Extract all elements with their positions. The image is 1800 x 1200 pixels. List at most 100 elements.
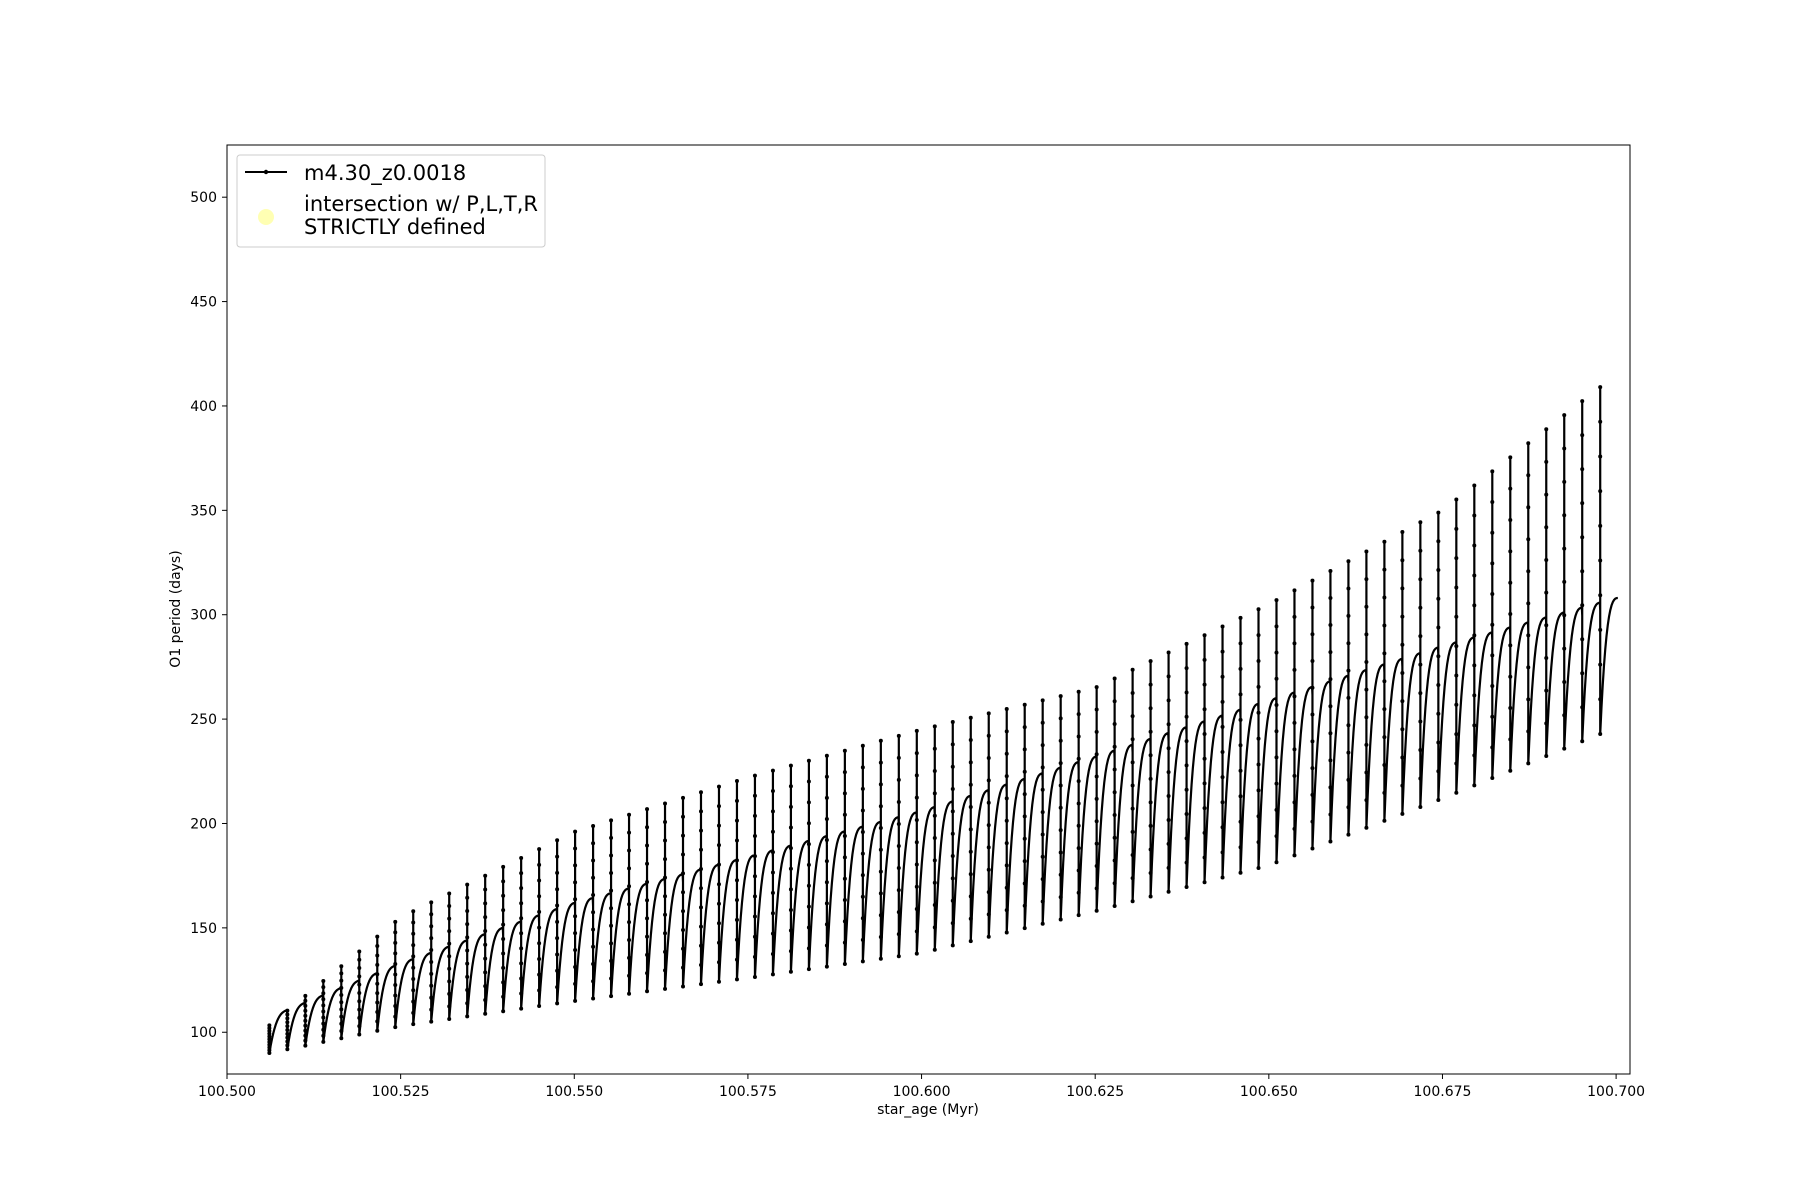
y-tick-label: 250 — [190, 712, 217, 728]
data-point — [447, 979, 452, 984]
data-point — [393, 940, 398, 945]
data-point — [1274, 676, 1279, 681]
data-point — [573, 897, 578, 902]
data-point — [1400, 783, 1405, 788]
data-point — [1472, 753, 1477, 758]
data-point — [734, 917, 739, 922]
data-point — [914, 884, 919, 889]
data-point — [303, 1023, 308, 1028]
data-point — [824, 774, 829, 779]
data-point — [1490, 714, 1495, 719]
data-point — [1310, 712, 1315, 717]
data-point — [663, 912, 668, 917]
data-point — [770, 789, 775, 794]
data-point — [1238, 615, 1243, 620]
data-point — [788, 804, 793, 809]
data-point — [663, 894, 668, 899]
data-point — [1256, 710, 1261, 715]
data-point — [1400, 811, 1405, 816]
data-point — [1220, 825, 1225, 830]
data-point — [1418, 719, 1423, 724]
data-point — [1598, 627, 1603, 632]
data-point — [1400, 699, 1405, 704]
data-point — [1328, 758, 1333, 763]
data-point — [1112, 699, 1117, 704]
data-point — [1526, 569, 1531, 574]
data-point — [1292, 694, 1297, 699]
data-point — [1004, 796, 1009, 801]
data-point — [483, 928, 488, 933]
data-point — [824, 880, 829, 885]
data-point — [860, 765, 865, 770]
data-point — [1004, 885, 1009, 890]
data-point — [734, 878, 739, 883]
data-point — [734, 898, 739, 903]
data-point — [1472, 513, 1477, 518]
data-point — [609, 835, 614, 840]
data-point — [627, 955, 632, 960]
data-point — [411, 909, 416, 914]
data-point — [285, 1039, 290, 1044]
data-point — [1364, 604, 1369, 609]
x-tick-label: 100.500 — [198, 1084, 256, 1100]
data-point — [1094, 908, 1099, 913]
data-point — [555, 919, 560, 924]
data-point — [986, 845, 991, 850]
data-point — [357, 957, 362, 962]
data-point — [932, 880, 937, 885]
data-point — [734, 798, 739, 803]
data-point — [1436, 769, 1441, 774]
data-point — [1544, 427, 1549, 432]
data-point — [1058, 694, 1063, 699]
data-point — [1256, 788, 1261, 793]
data-point — [321, 1033, 326, 1038]
data-point — [1202, 756, 1207, 761]
data-point — [1040, 832, 1045, 837]
data-point — [1580, 705, 1585, 710]
data-point — [429, 936, 434, 941]
data-point — [555, 985, 560, 990]
data-point — [375, 972, 380, 977]
data-point — [1508, 518, 1513, 523]
data-point — [555, 936, 560, 941]
data-point — [878, 847, 883, 852]
data-point — [1382, 818, 1387, 823]
data-point — [663, 986, 668, 991]
data-point — [896, 866, 901, 871]
data-point — [1238, 692, 1243, 697]
data-point — [1166, 770, 1171, 775]
data-point — [447, 1016, 452, 1021]
data-point — [770, 768, 775, 773]
data-point — [555, 1001, 560, 1006]
data-point — [1292, 614, 1297, 619]
data-point — [1238, 768, 1243, 773]
data-point — [1562, 646, 1567, 651]
data-point — [1274, 703, 1279, 707]
data-point — [303, 993, 308, 998]
data-point — [698, 962, 703, 967]
data-point — [914, 840, 919, 845]
data-point — [932, 769, 937, 774]
data-point — [537, 909, 542, 914]
data-point — [1454, 790, 1459, 795]
data-point — [1166, 817, 1171, 822]
data-point — [609, 888, 614, 893]
data-point — [1400, 614, 1405, 619]
data-point — [681, 909, 686, 914]
data-point — [716, 940, 721, 945]
data-point — [734, 858, 739, 863]
data-point — [1238, 794, 1243, 799]
data-point — [1292, 720, 1297, 725]
data-point — [698, 905, 703, 910]
data-point — [878, 956, 883, 961]
data-point — [1454, 585, 1459, 590]
data-point — [1148, 776, 1153, 781]
data-point — [770, 870, 775, 875]
data-point — [734, 977, 739, 982]
data-point — [878, 913, 883, 918]
data-point — [537, 847, 542, 852]
data-point — [645, 879, 650, 884]
data-point — [267, 1023, 272, 1028]
data-point — [788, 887, 793, 892]
data-point — [429, 959, 434, 964]
